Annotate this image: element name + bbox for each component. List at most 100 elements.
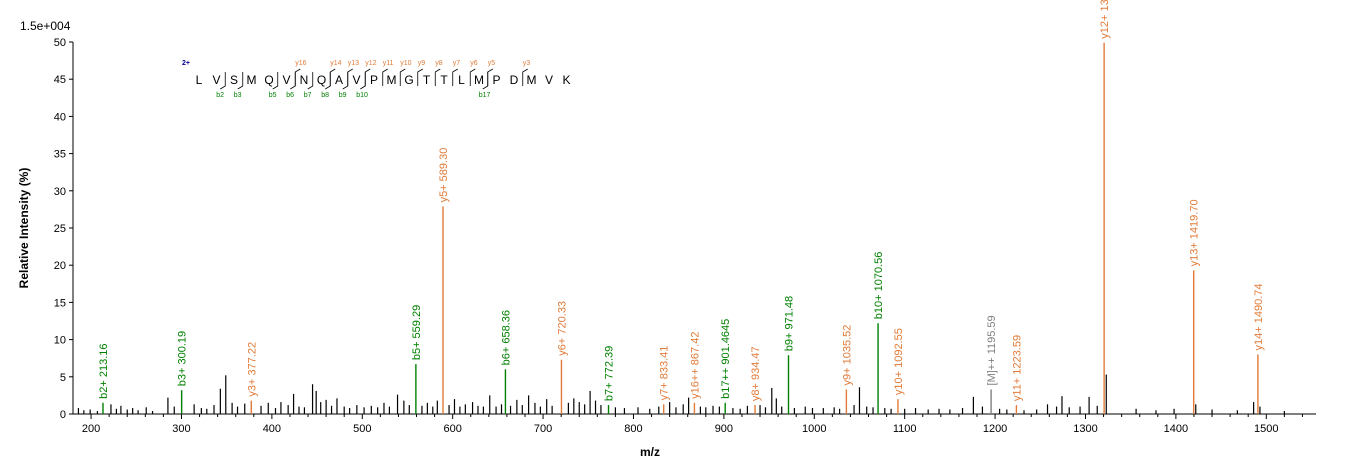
residue: V [545,73,553,87]
b-ion-label: b17 [479,92,491,99]
residue: L [458,73,465,87]
x-tick-label: 300 [172,423,190,435]
y-cleavage-mark [329,68,336,86]
residue: P [492,73,500,87]
peak-label: b9+ 971.48 [783,296,795,351]
b-cleavage-mark [290,72,296,90]
y-tick-label: 45 [54,74,66,86]
y-ion-label: y3 [523,60,531,67]
peak-label: y8+ 934.47 [750,346,762,401]
b-cleavage-mark [342,72,349,90]
y-axis-title: Relative Intensity (%) [17,168,31,289]
peak-label: y7+ 833.41 [659,346,671,401]
annotated-peaks: b2+ 213.16 b3+ 300.19 y3+ 377.22 b5+ 559.29… [98,0,1265,414]
b-cleavage-mark [237,72,244,90]
y-ion-label: y13 [348,60,359,67]
y-ion-label: y9 [418,60,426,67]
residue: M [247,73,257,87]
residue: V [212,73,220,87]
peak-label: b17++ 901.4645 [720,319,732,399]
peak-label: y10+ 1092.55 [893,328,905,395]
residue: G [404,73,413,87]
x-tick-label: 1200 [983,423,1007,435]
x-tick-label: 1100 [893,423,917,435]
x-tick-label: 500 [353,423,371,435]
x-tick-label: 1500 [1254,423,1278,435]
residue: S [230,73,238,87]
y-ion-label: y7 [453,60,461,67]
axes: 0 5 10 15 20 25 30 35 40 45 50 200 300 400 500 600 700 80… [54,37,1316,435]
residue: D [510,73,519,87]
b-cleavage-mark [220,72,226,90]
b-cleavage-mark [307,72,314,90]
y-ion-label: y16 [295,60,306,67]
b-ion-label: b9 [339,92,347,99]
peak-label: b5+ 559.29 [411,305,423,360]
x-tick-label: 1400 [1164,423,1188,435]
y-cleavage-mark [364,68,371,86]
residue: V [352,73,360,87]
residue: M [387,73,397,87]
x-tick-label: 900 [715,423,733,435]
b-ion-label: b2 [216,92,224,99]
residue: T [423,73,431,87]
b-ion-label: b5 [269,92,277,99]
y-ion-label: y10 [400,60,411,67]
residue: L [196,73,203,87]
x-tick-label: 1300 [1073,423,1097,435]
peak-label: b7+ 772.39 [604,346,616,401]
peak-label: [M]++ 1195.59 [986,315,998,385]
y-cleavage-mark [487,68,493,86]
x-tick-label: 400 [263,423,281,435]
peak-label: y14+ 1490.74 [1253,283,1265,350]
y-cleavage-mark [469,68,476,86]
peak-label: y5+ 589.30 [438,148,450,203]
peak-label: y13+ 1419.70 [1189,199,1201,266]
residue: Q [264,73,273,87]
y-tick-label: 25 [54,223,66,235]
residue: K [562,73,570,87]
b-ion-label: b10 [356,92,368,99]
b-ion-label: b8 [321,92,329,99]
y-ion-label: y8 [435,60,443,67]
b-ion-label: b6 [286,92,294,99]
peak-label: b10+ 1070.56 [873,252,885,320]
y-cleavage-mark [399,68,406,86]
x-tick-label: 200 [82,423,100,435]
b-cleavage-mark [360,72,366,90]
peak-label: b6+ 658.36 [500,310,512,365]
y-ion-label: y14 [330,60,341,67]
y-ion-label: y5 [488,60,496,67]
y-tick-label: 30 [54,186,66,198]
peak-label: b3+ 300.19 [177,331,189,386]
y-cleavage-mark [294,68,301,86]
x-tick-label: 1000 [802,423,826,435]
b-cleavage-mark [272,72,279,90]
b-ion-label: b3 [234,92,242,99]
x-tick-label: 600 [444,423,462,435]
peak-label: y16++ 867.42 [689,332,701,399]
x-axis-title: m/z [640,445,660,459]
residue: M [527,73,537,87]
intensity-scale-label: 1.5e+004 [20,19,71,33]
y-ion-label: y11 [383,60,394,67]
y-cleavage-mark [522,68,528,86]
y-cleavage-mark [452,68,458,86]
residue: P [370,73,378,87]
residue: N [300,73,309,87]
y-cleavage-mark [434,68,441,86]
peptide-sequence-map: 2+L V S M Q V N Q A V P M G T T L M P D M V Kb2 b3 b5 b6 b7 b8 b9 b1… [182,60,571,99]
residue: A [335,73,343,87]
y-tick-label: 20 [54,260,66,272]
peak-label: b2+ 213.16 [98,343,110,398]
peak-label: y9+ 1035.52 [841,325,853,386]
y-tick-label: 40 [54,111,66,123]
b-ion-label: b7 [304,92,312,99]
y-tick-label: 50 [54,37,66,49]
x-tick-label: 800 [624,423,642,435]
y-cleavage-mark [417,68,423,86]
y-cleavage-mark [382,68,388,86]
y-ion-label: y6 [470,60,478,67]
precursor-charge: 2+ [182,60,190,67]
noise-peaks [77,374,1285,414]
